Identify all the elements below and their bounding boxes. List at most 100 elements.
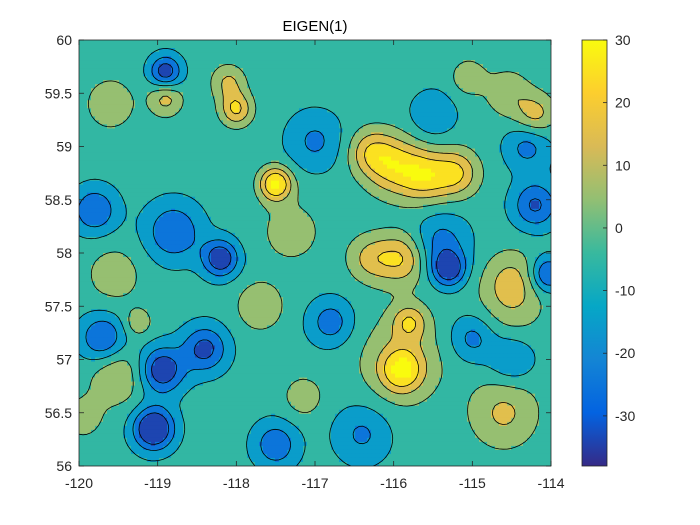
contour-cell	[211, 144, 216, 150]
contour-cell	[367, 168, 372, 174]
contour-cell	[143, 64, 148, 69]
contour-cell	[151, 68, 156, 73]
contour-cell	[287, 204, 292, 210]
contour-cell	[403, 148, 408, 154]
contour-cell	[511, 200, 516, 206]
contour-cell	[259, 156, 264, 162]
contour-cell	[375, 76, 380, 81]
contour-cell	[175, 92, 180, 97]
contour-cell	[439, 40, 444, 45]
contour-cell	[219, 80, 224, 85]
contour-cell	[299, 172, 304, 178]
contour-cell	[315, 164, 320, 170]
contour-cell	[203, 144, 208, 150]
contour-cell	[175, 184, 180, 190]
contour-cell	[275, 132, 280, 138]
contour-cell	[107, 108, 112, 113]
contour-cell	[79, 184, 84, 190]
contour-cell	[383, 156, 388, 162]
contour-cell	[151, 184, 156, 190]
contour-cell	[163, 156, 168, 162]
contour-cell	[531, 48, 536, 53]
contour-cell	[167, 200, 172, 206]
contour-cell	[87, 176, 92, 182]
contour-cell	[155, 168, 160, 174]
contour-cell	[435, 64, 440, 69]
contour-cell	[167, 184, 172, 190]
contour-cell	[171, 156, 176, 162]
contour-cell	[83, 88, 88, 93]
contour-cell	[311, 68, 316, 73]
contour-cell	[363, 176, 368, 182]
contour-cell	[127, 188, 132, 194]
contour-cell	[79, 148, 84, 154]
contour-cell	[163, 108, 168, 113]
contour-cell	[391, 88, 396, 93]
contour-cell	[487, 44, 492, 49]
contour-cell	[439, 152, 444, 158]
contour-cell	[539, 176, 544, 182]
contour-cell	[335, 180, 340, 186]
contour-cell	[375, 176, 380, 182]
contour-cell	[139, 116, 144, 121]
contour-cell	[183, 72, 188, 77]
contour-cell	[147, 48, 152, 53]
contour-cell	[223, 140, 228, 146]
contour-cell	[159, 144, 164, 150]
contour-cell	[195, 208, 200, 214]
contour-cell	[335, 120, 340, 125]
contour-cell	[231, 100, 236, 105]
contour-cell	[143, 92, 148, 97]
contour-cell	[395, 76, 400, 81]
contour-cell	[151, 132, 156, 138]
contour-cell	[135, 200, 140, 206]
contour-cell	[159, 84, 164, 89]
contour-cell	[339, 52, 344, 57]
contour-cell	[463, 160, 468, 166]
contour-cell	[519, 196, 524, 202]
contour-cell	[299, 128, 304, 134]
contour-cell	[175, 72, 180, 77]
contour-cell	[383, 140, 388, 146]
contour-cell	[463, 68, 468, 73]
contour-cell	[311, 180, 316, 186]
contour-cell	[463, 76, 468, 81]
contour-cell	[243, 164, 248, 170]
contour-cell	[519, 120, 524, 125]
contour-cell	[327, 152, 332, 158]
contour-cell	[147, 148, 152, 154]
contour-cell	[243, 136, 248, 142]
contour-cell	[291, 104, 296, 109]
contour-cell	[531, 152, 536, 158]
contour-cell	[211, 76, 216, 81]
contour-cell	[347, 200, 352, 206]
contour-cell	[543, 52, 548, 57]
contour-cell	[195, 64, 200, 69]
contour-cell	[375, 56, 380, 61]
contour-cell	[315, 192, 320, 198]
contour-cell	[187, 132, 192, 138]
contour-cell	[455, 160, 460, 166]
contour-cell	[355, 136, 360, 142]
contour-cell	[411, 80, 416, 85]
contour-cell	[199, 104, 204, 109]
contour-cell	[347, 68, 352, 73]
contour-cell	[255, 132, 260, 138]
contour-cell	[307, 72, 312, 77]
contour-cell	[259, 100, 264, 105]
contour-cell	[203, 200, 208, 206]
contour-cell	[347, 120, 352, 125]
contour-cell	[123, 128, 128, 134]
contour-cell	[115, 60, 120, 65]
contour-cell	[123, 80, 128, 85]
contour-cell	[383, 120, 388, 125]
contour-cell	[323, 156, 328, 162]
contour-cell	[155, 96, 160, 101]
contour-cell	[399, 124, 404, 130]
contour-cell	[131, 160, 136, 166]
contour-cell	[215, 160, 220, 166]
contour-cell	[447, 192, 452, 198]
contour-cell	[331, 184, 336, 190]
contour-cell	[79, 48, 84, 53]
contour-cell	[171, 52, 176, 57]
